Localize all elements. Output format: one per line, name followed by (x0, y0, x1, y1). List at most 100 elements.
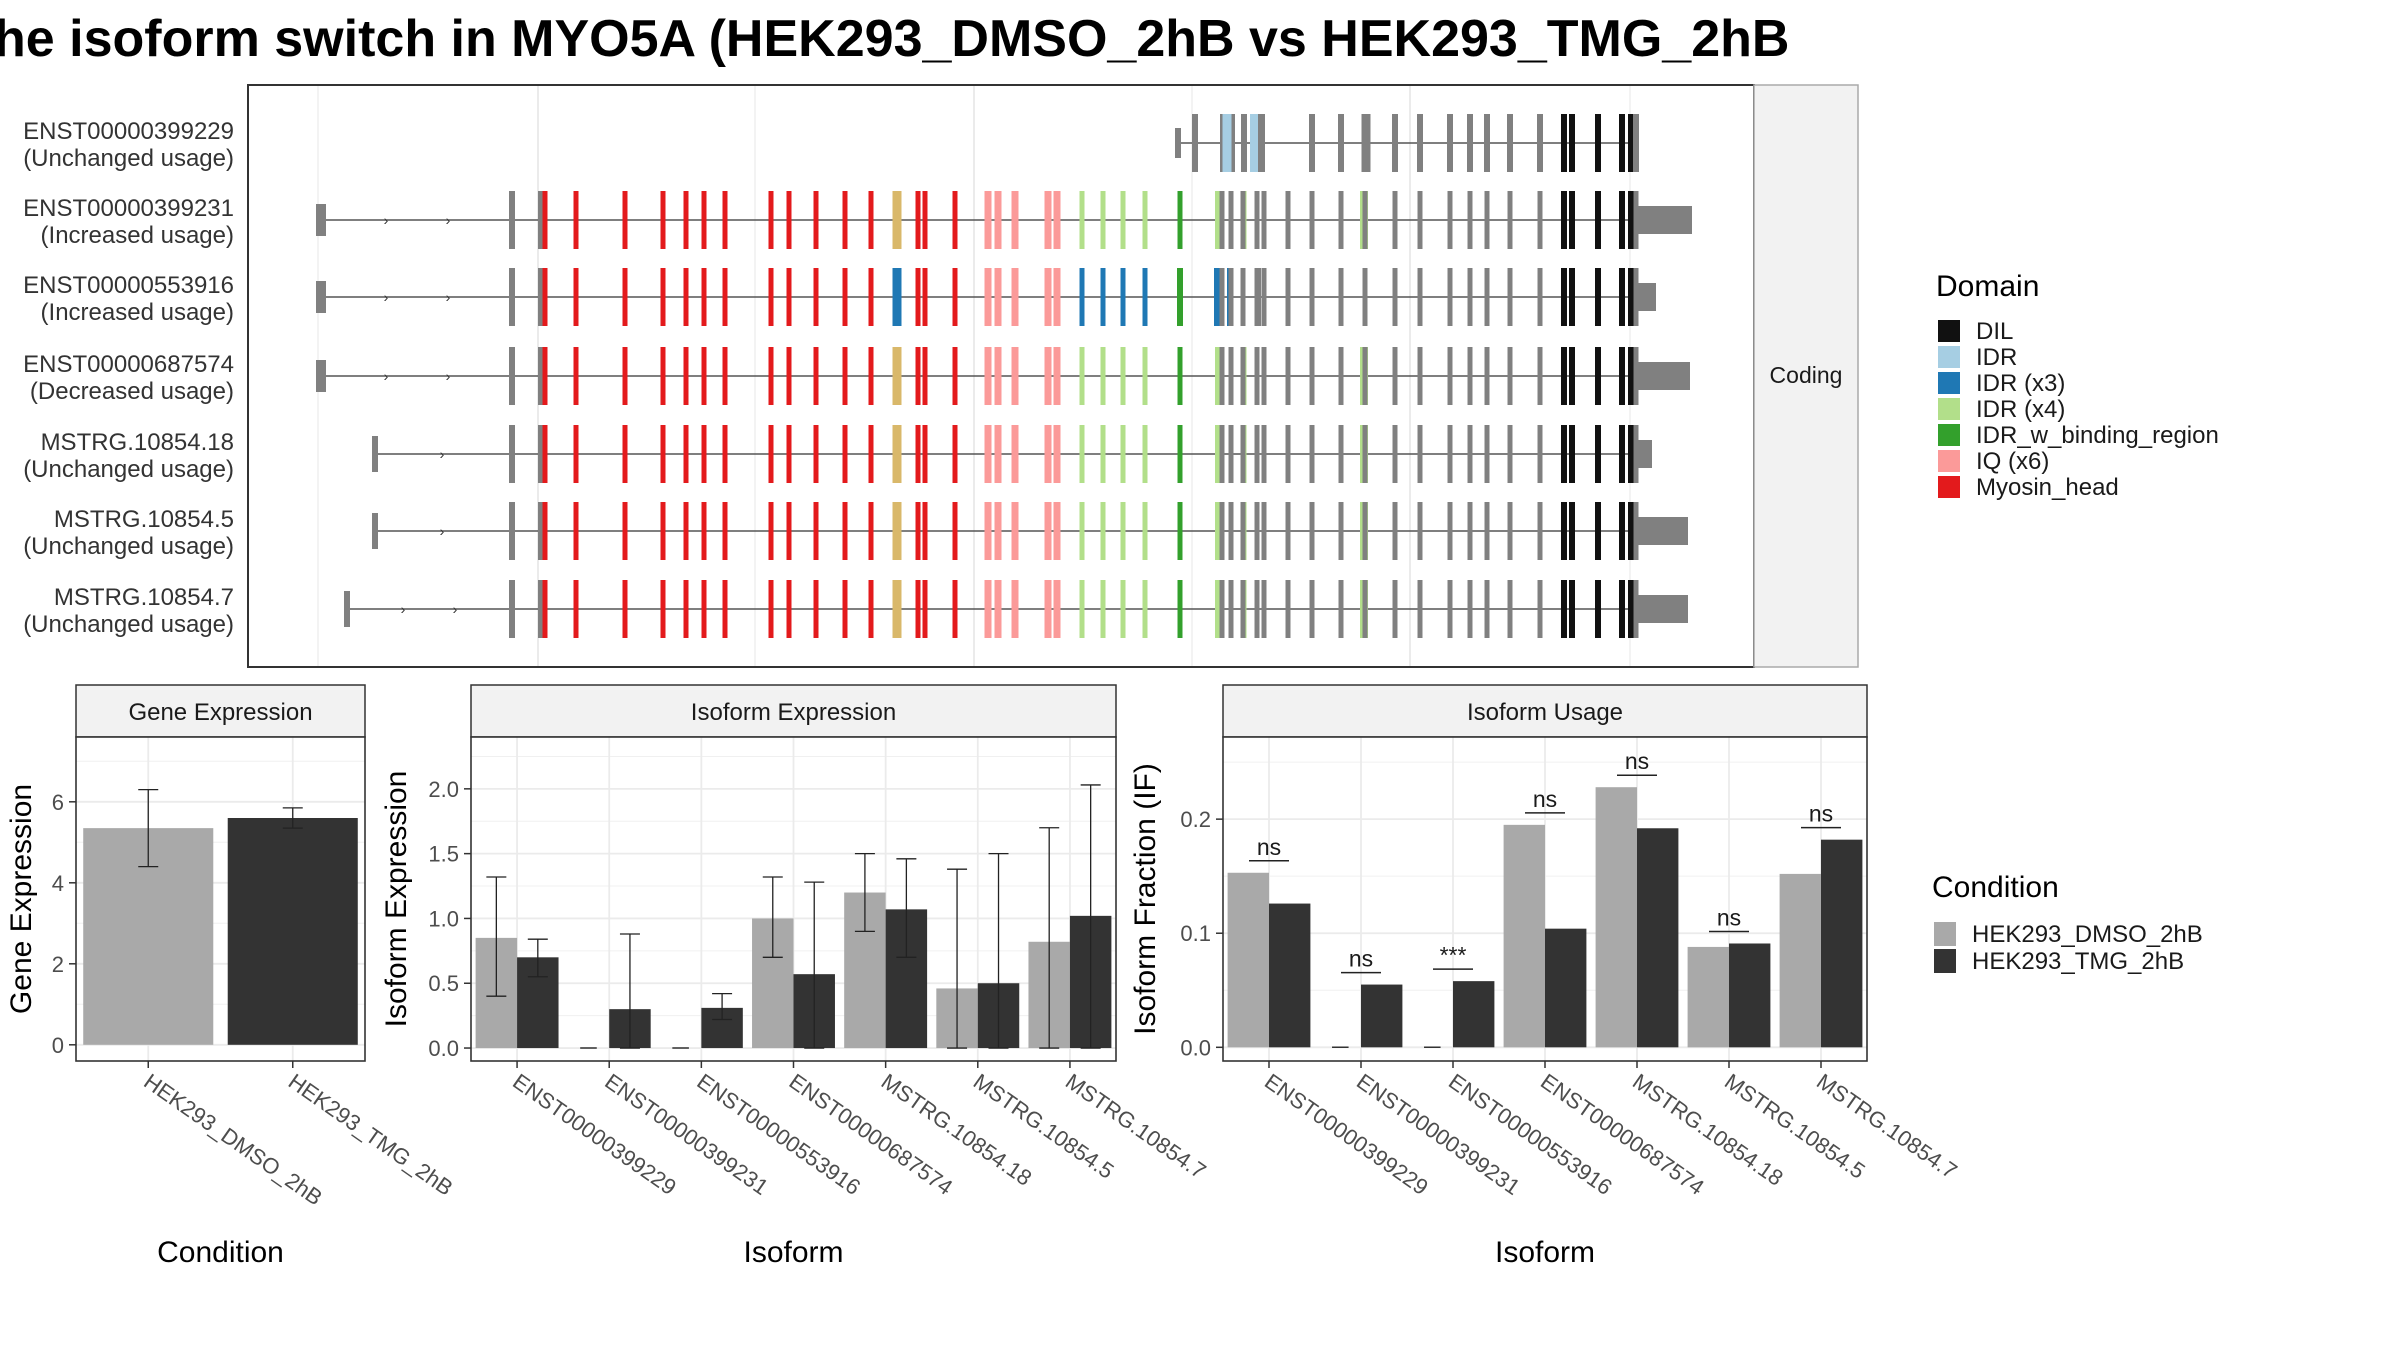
exon-myosin-head (868, 347, 874, 405)
panel-border (1222, 736, 1868, 1062)
exon-iq (1053, 347, 1061, 405)
bar (1687, 946, 1729, 1048)
exon (1484, 268, 1490, 326)
exon (1240, 580, 1246, 638)
exon (1309, 425, 1315, 483)
exon (1261, 347, 1267, 405)
y-tick-label: 0.0 (428, 1036, 459, 1061)
exon (1309, 268, 1315, 326)
exon-myosin-head (922, 502, 928, 560)
exon-myosin-head (786, 580, 792, 638)
exon-myosin-head (768, 580, 774, 638)
exon (1338, 580, 1344, 638)
exon (1484, 502, 1490, 560)
exon-myosin-head (683, 268, 689, 326)
exon-iq (994, 425, 1002, 483)
domain-legend-label: IDR_w_binding_region (1976, 422, 2219, 449)
exon-dil (1569, 502, 1575, 560)
exon-idr-x4 (1120, 580, 1126, 638)
exon (1537, 580, 1543, 638)
panel-title: Isoform Usage (1467, 699, 1623, 726)
exon (1361, 114, 1371, 172)
exon (1309, 191, 1315, 249)
exon (1362, 268, 1368, 326)
exon-idr-x4 (1177, 425, 1183, 483)
exon-myosin-head (683, 580, 689, 638)
y-axis-title: Isoform Fraction (IF) (1129, 763, 1162, 1035)
exon-idr-x4 (1100, 347, 1106, 405)
exon (538, 580, 544, 638)
transcript-track: › › (344, 580, 1688, 638)
exon-utr (344, 591, 350, 627)
exon-dil (1628, 425, 1634, 483)
exon-idr-x4 (1120, 502, 1126, 560)
exon-iq (994, 580, 1002, 638)
exon-idr-binding (1177, 268, 1183, 326)
exon-iq (1044, 580, 1052, 638)
exon-idr-x4 (1100, 425, 1106, 483)
exon-idr-x4 (1215, 425, 1221, 483)
y-tick-label: 2 (52, 952, 64, 977)
exon-idr-x4 (1142, 580, 1148, 638)
exon (1285, 502, 1291, 560)
exon (1633, 502, 1639, 560)
domain-legend-swatch (1938, 372, 1960, 394)
significance-label: ns (1717, 904, 1741, 930)
domain-legend-swatch (1938, 476, 1960, 498)
transcript-name: MSTRG.10854.7 (54, 584, 234, 611)
x-tick-label: ENST00000553916 (1444, 1069, 1617, 1200)
domain-legend-label: IDR (x4) (1976, 396, 2065, 423)
intron-arrow: › (446, 368, 451, 384)
domain-legend-swatch (1938, 346, 1960, 368)
exon (1507, 268, 1513, 326)
bar (1227, 872, 1269, 1048)
exon-myosin-head (868, 502, 874, 560)
exon-myosin-head (722, 580, 728, 638)
y-tick-label: 1.0 (428, 906, 459, 931)
exon-idr-x4 (1100, 191, 1106, 249)
exon (1219, 425, 1225, 483)
exon-idr-x4 (1177, 580, 1183, 638)
exon-myosin-head (660, 347, 666, 405)
exon (1507, 114, 1513, 172)
x-tick-label: ENST00000399229 (508, 1069, 681, 1200)
exon (509, 347, 515, 405)
exon-idr-x4 (1215, 502, 1221, 560)
exon-myosin-head (786, 502, 792, 560)
bar (227, 818, 358, 1045)
exon-dil (1561, 268, 1567, 326)
exon (538, 191, 544, 249)
transcript-usage: (Unchanged usage) (23, 456, 234, 483)
exon (1240, 347, 1246, 405)
exon (1261, 502, 1267, 560)
exon-myosin-head (922, 425, 928, 483)
exon (1447, 502, 1453, 560)
significance-label: ns (1257, 834, 1281, 860)
exon-dil (1628, 347, 1634, 405)
domain-legend-swatch (1938, 320, 1960, 342)
x-tick-label: ENST00000687574 (1536, 1069, 1709, 1200)
exon-myosin-head (842, 347, 848, 405)
exon (1392, 268, 1398, 326)
intron-arrow: › (384, 368, 389, 384)
exon (1392, 502, 1398, 560)
exon (1219, 502, 1225, 560)
exon-idr-x4 (1079, 425, 1085, 483)
exon-myosin-head (701, 347, 707, 405)
exon-myosin-head (813, 580, 819, 638)
exon-dil (1619, 114, 1625, 172)
exon (1285, 191, 1291, 249)
exon-myosin-head (660, 580, 666, 638)
exon-myosin-head (952, 268, 958, 326)
bar (1729, 943, 1771, 1048)
isoform-expression-panel: Isoform Expression 0.0 0.5 1.0 1.5 2.0 ENST000… (380, 684, 1211, 1269)
exon-dil (1569, 425, 1575, 483)
intron-arrow: › (440, 446, 445, 462)
exon-idr-x4 (1215, 580, 1221, 638)
exon (1240, 191, 1246, 249)
exon-dil (1628, 580, 1634, 638)
exon (1484, 347, 1490, 405)
exon (1507, 502, 1513, 560)
